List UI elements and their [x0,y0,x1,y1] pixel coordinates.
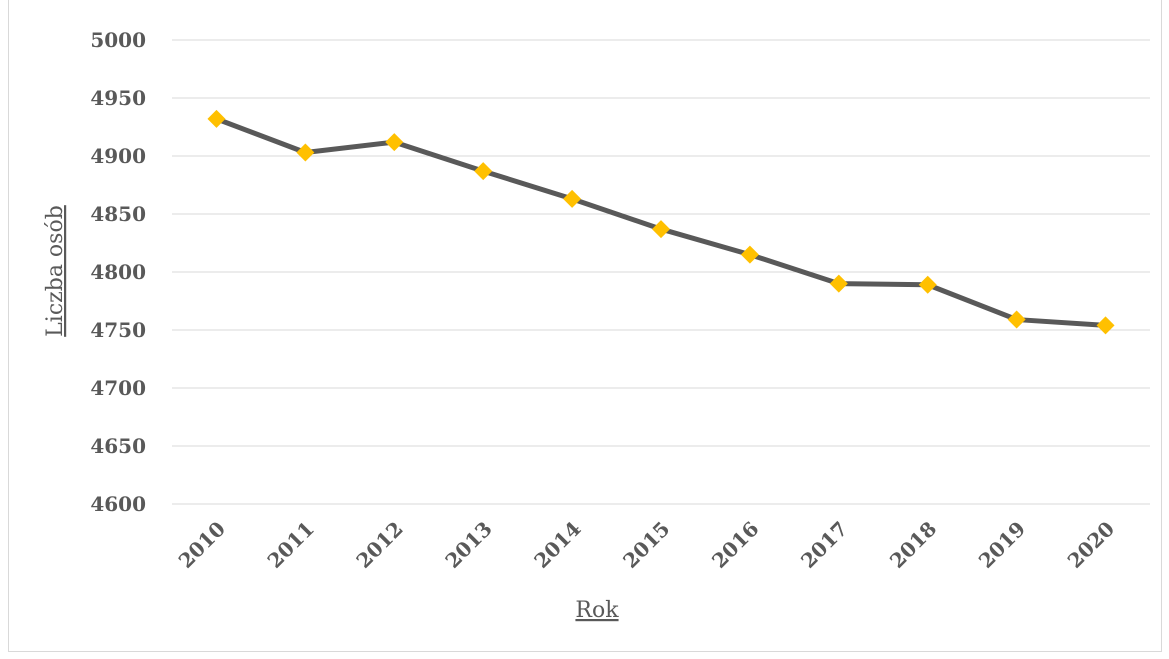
chart-frame [8,0,1162,652]
x-tick-label: 2020 [1063,517,1119,573]
y-axis-ticks: 5000 4950 4900 4850 4800 4750 4700 4650 4600 [90,28,146,516]
data-point-marker [652,220,670,239]
x-tick-label: 2016 [707,517,763,573]
y-tick-label: 4900 [90,144,146,168]
gridlines [172,39,1150,505]
y-tick-label: 5000 [90,28,146,52]
data-point-marker [296,143,315,162]
x-tick-label: 2014 [529,517,585,573]
x-tick-label: 2018 [885,517,941,573]
y-axis-title: Liczba osób [43,205,68,337]
y-tick-label: 4600 [90,492,146,516]
x-tick-label: 2012 [351,517,407,573]
data-point-marker [829,274,848,293]
data-point-marker [385,133,404,152]
y-tick-label: 4650 [90,434,146,458]
y-tick-label: 4800 [90,260,146,284]
data-point-marker [474,162,493,181]
x-axis-title: Rok [575,598,619,623]
y-tick-label: 4850 [90,202,146,226]
data-point-marker [1096,316,1115,335]
x-tick-label: 2015 [618,517,674,573]
data-point-marker [918,275,937,294]
x-axis-ticks: 2010 2011 2012 2013 2014 2015 2016 2017 2018 2019… [174,517,1119,573]
x-tick-label: 2017 [796,517,852,573]
data-point-marker [563,189,582,208]
data-point-marker [1007,310,1026,329]
y-tick-label: 4700 [90,376,146,400]
x-tick-label: 2010 [174,517,230,573]
x-tick-label: 2011 [263,517,319,573]
series-group [207,109,1115,335]
data-point-marker [740,245,759,264]
x-tick-label: 2019 [974,517,1030,573]
y-tick-label: 4950 [90,86,146,110]
x-tick-label: 2013 [440,517,496,573]
y-tick-label: 4750 [90,318,146,342]
data-point-marker [207,109,226,128]
